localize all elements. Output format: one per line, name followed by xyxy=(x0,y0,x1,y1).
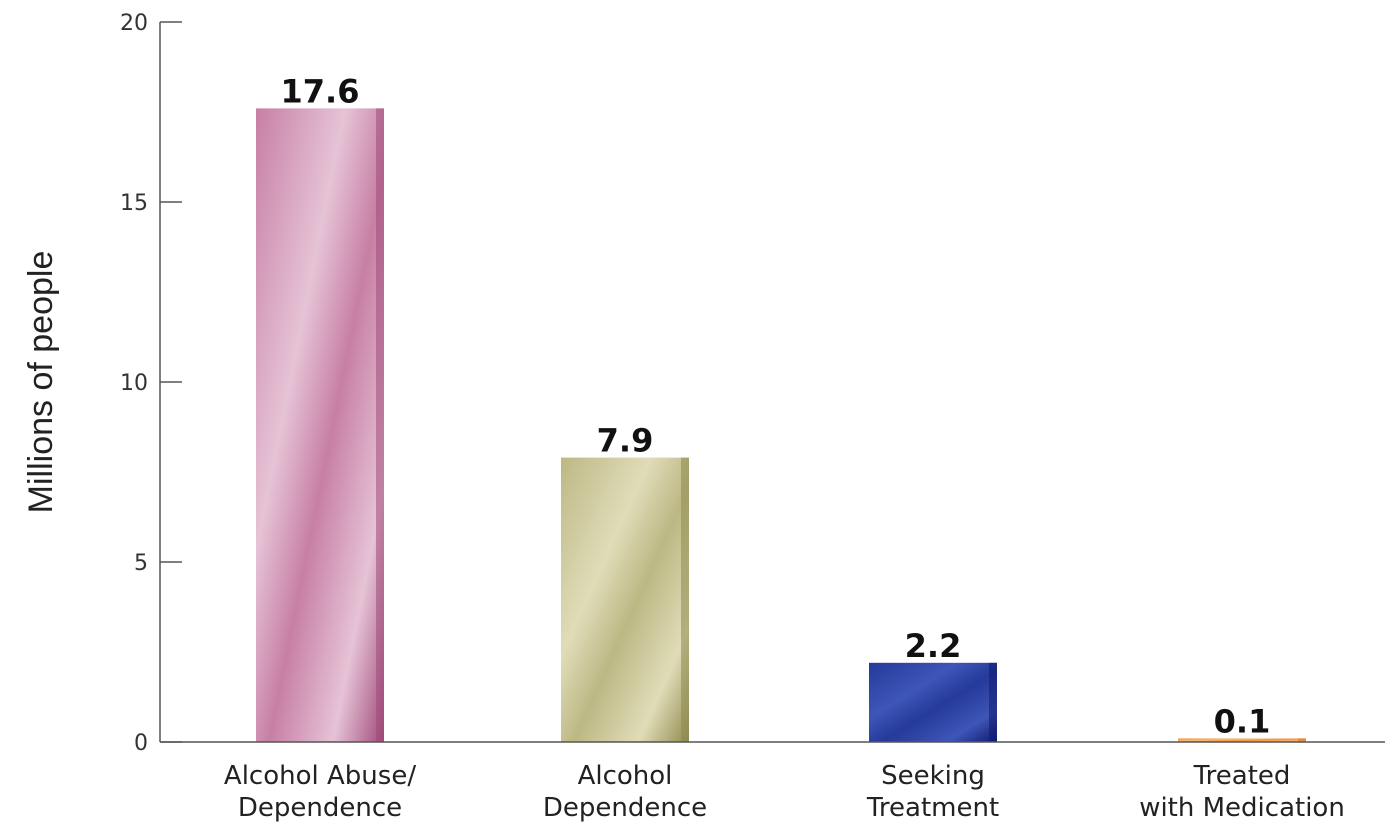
category-label: Treated xyxy=(1193,761,1291,791)
y-ticks: 0 5 10 15 20 xyxy=(120,11,182,756)
category-label: with Medication xyxy=(1139,793,1345,823)
bar xyxy=(256,108,384,742)
category-label: Seeking xyxy=(881,761,985,791)
data-label: 2.2 xyxy=(905,627,962,665)
y-tick-label: 20 xyxy=(120,11,148,36)
y-tick-label: 10 xyxy=(120,371,148,396)
bar xyxy=(561,457,689,742)
bar-edge-shade xyxy=(376,108,384,742)
bar-edge-shade xyxy=(989,662,997,742)
bar xyxy=(869,662,997,742)
category-label: Alcohol xyxy=(578,761,673,791)
bar xyxy=(1178,738,1306,742)
y-tick-label: 0 xyxy=(134,731,148,756)
data-label: 7.9 xyxy=(597,422,654,460)
category-labels: Alcohol Abuse/DependenceAlcoholDependenc… xyxy=(224,761,1345,823)
category-label: Treatment xyxy=(866,793,999,823)
y-axis-label: Millions of people xyxy=(22,251,60,514)
data-label: 0.1 xyxy=(1214,702,1271,740)
data-label: 17.6 xyxy=(281,72,360,110)
y-tick-label: 15 xyxy=(120,191,148,216)
category-label: Alcohol Abuse/ xyxy=(224,761,416,791)
category-label: Dependence xyxy=(543,793,707,823)
bar-edge-shade xyxy=(1298,738,1306,742)
bars: 17.6 7.9 2.2 0.1 xyxy=(256,72,1306,742)
bar-edge-shade xyxy=(681,457,689,742)
category-label: Dependence xyxy=(238,793,402,823)
y-tick-label: 5 xyxy=(134,551,148,576)
